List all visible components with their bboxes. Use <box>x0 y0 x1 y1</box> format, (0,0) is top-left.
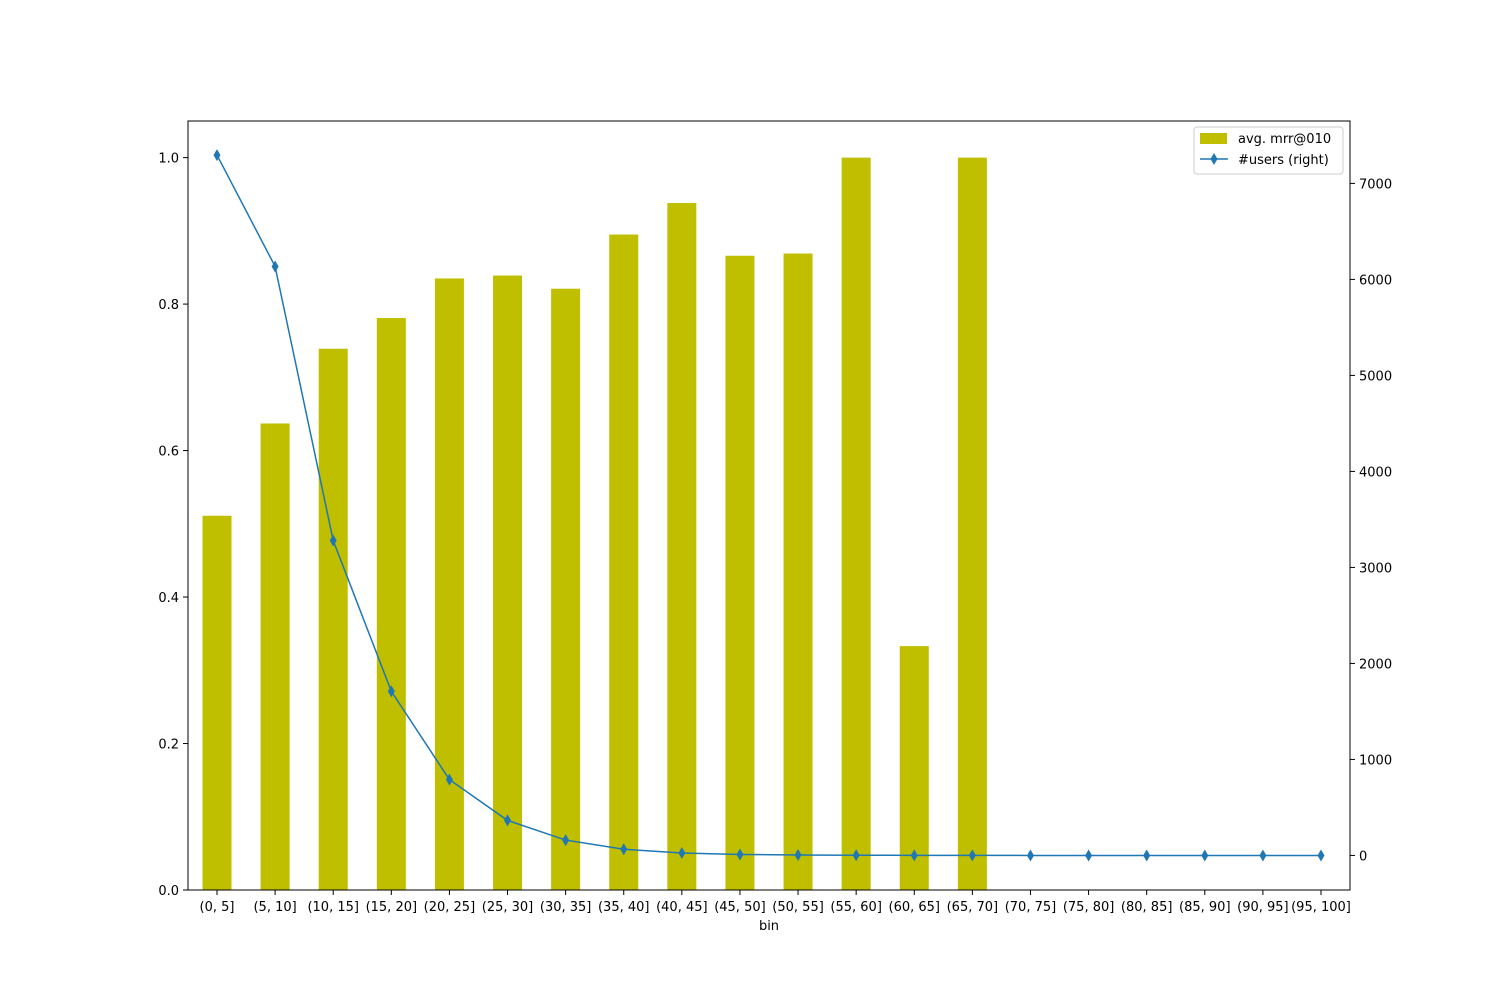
legend-swatch-bar <box>1200 133 1227 144</box>
x-tick-label-11: (55, 60] <box>830 900 882 915</box>
x-tick-label-13: (65, 70] <box>947 900 999 915</box>
right-tick-label-2: 2000 <box>1359 657 1392 672</box>
bar-8 <box>667 203 697 890</box>
bar-11 <box>841 157 871 891</box>
bar-5 <box>493 275 523 891</box>
users-point-18 <box>1259 849 1267 862</box>
users-point-6 <box>562 834 570 847</box>
bar-3 <box>376 318 406 890</box>
users-point-13 <box>968 849 976 862</box>
x-tick-label-17: (85, 90] <box>1179 900 1231 915</box>
x-axis-title: bin <box>759 919 779 934</box>
x-tick-label-5: (25, 30] <box>482 900 534 915</box>
left-y-axis: 0.0 0.2 0.4 0.6 0.8 1.0 <box>158 152 188 899</box>
legend-label-line: #users (right) <box>1238 153 1329 168</box>
users-point-15 <box>1085 849 1093 862</box>
x-tick-label-8: (40, 45] <box>656 900 708 915</box>
x-tick-label-4: (20, 25] <box>424 900 476 915</box>
x-tick-label-0: (0, 5] <box>200 900 235 915</box>
x-tick-label-9: (45, 50] <box>714 900 766 915</box>
plot-frame <box>187 120 1351 891</box>
users-point-16 <box>1143 849 1151 862</box>
left-tick-label-5: 1.0 <box>158 152 179 167</box>
right-tick-label-4: 4000 <box>1359 465 1392 480</box>
right-tick-label-3: 3000 <box>1359 561 1392 576</box>
users-point-17 <box>1201 849 1209 862</box>
x-tick-label-10: (50, 55] <box>772 900 824 915</box>
bar-10 <box>783 253 813 890</box>
users-point-11 <box>852 849 860 862</box>
x-tick-label-6: (30, 35] <box>540 900 592 915</box>
users-point-10 <box>794 848 802 861</box>
users-point-8 <box>678 847 686 860</box>
left-tick-label-2: 0.4 <box>158 591 179 606</box>
users-point-2 <box>329 534 337 547</box>
users-point-4 <box>445 773 453 786</box>
legend-diamond-marker <box>1210 153 1218 165</box>
bar-0 <box>202 515 232 890</box>
users-point-1 <box>271 260 279 273</box>
x-tick-label-7: (35, 40] <box>598 900 650 915</box>
legend-label-bar: avg. mrr@010 <box>1238 132 1331 147</box>
x-tick-label-15: (75, 80] <box>1063 900 1115 915</box>
users-point-3 <box>387 685 395 698</box>
left-tick-label-4: 0.8 <box>158 298 179 313</box>
users-point-14 <box>1026 849 1034 862</box>
line-layer <box>213 149 1325 862</box>
users-point-0 <box>213 149 221 162</box>
x-tick-label-18: (90, 95] <box>1237 900 1289 915</box>
bar-4 <box>434 278 464 890</box>
x-tick-label-12: (60, 65] <box>889 900 941 915</box>
right-tick-label-0: 0 <box>1359 849 1367 864</box>
right-tick-label-6: 6000 <box>1359 273 1392 288</box>
x-tick-label-14: (70, 75] <box>1005 900 1057 915</box>
users-point-12 <box>910 849 918 862</box>
bar-13 <box>957 157 987 891</box>
x-tick-label-16: (80, 85] <box>1121 900 1173 915</box>
bar-7 <box>609 234 639 890</box>
x-tick-label-19: (95, 100] <box>1291 900 1351 915</box>
x-axis: (0, 5] (5, 10] (10, 15] (15, 20] (20, 25] (25… <box>200 890 1351 915</box>
users-line <box>216 154 1321 857</box>
left-tick-label-3: 0.6 <box>158 445 179 460</box>
bar-9 <box>725 255 755 890</box>
right-tick-label-5: 5000 <box>1359 369 1392 384</box>
x-tick-label-1: (5, 10] <box>253 900 296 915</box>
right-y-axis: 0 1000 2000 3000 4000 5000 6000 7000 <box>1350 177 1392 864</box>
users-point-7 <box>620 843 628 856</box>
right-tick-label-7: 7000 <box>1359 177 1392 192</box>
users-point-19 <box>1317 849 1325 862</box>
bar-1 <box>260 423 290 890</box>
bars-layer <box>202 157 987 891</box>
users-point-9 <box>736 848 744 861</box>
users-point-5 <box>504 814 512 827</box>
x-tick-label-2: (10, 15] <box>307 900 359 915</box>
left-tick-label-0: 0.0 <box>158 884 179 899</box>
bar-2 <box>318 348 348 890</box>
left-tick-label-1: 0.2 <box>158 738 179 753</box>
legend: avg. mrr@010 #users (right) <box>1193 126 1344 175</box>
legend-box <box>1193 126 1344 175</box>
right-tick-label-1: 1000 <box>1359 753 1392 768</box>
bar-6 <box>551 288 581 891</box>
x-tick-label-3: (15, 20] <box>366 900 418 915</box>
